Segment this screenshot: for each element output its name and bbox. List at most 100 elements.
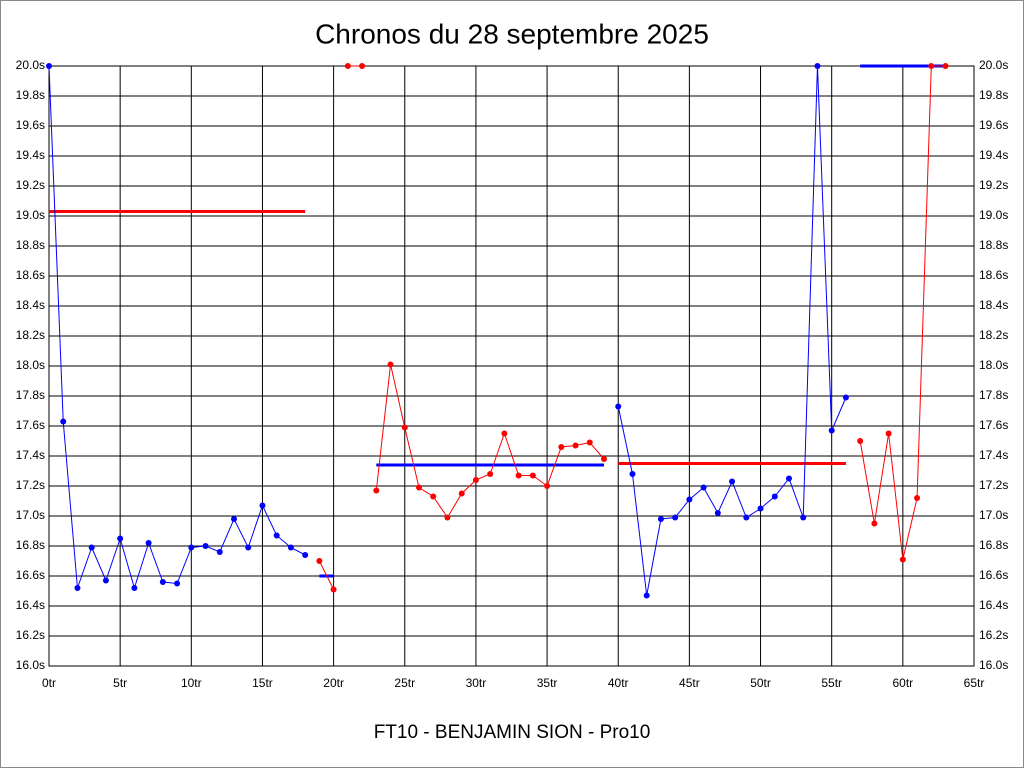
y-tick-label: 18.4s — [16, 298, 45, 312]
lap-point — [145, 540, 152, 546]
lap-point — [344, 63, 351, 69]
chart-title: Chronos du 28 septembre 2025 — [315, 18, 709, 49]
lap-point — [828, 427, 835, 434]
lap-point — [231, 516, 237, 522]
lap-point — [857, 438, 864, 444]
y-tick-label: 19.8s — [16, 88, 45, 102]
y2-tick-label: 17.8s — [979, 388, 1008, 402]
y-tick-label: 16.4s — [16, 598, 45, 612]
lap-point — [515, 472, 522, 479]
lap-point — [46, 63, 52, 69]
plot-area — [48, 65, 975, 667]
y2-tick-label: 19.6s — [979, 118, 1008, 132]
y-tick-label: 19.4s — [16, 148, 45, 162]
lap-point — [359, 63, 366, 69]
y-tick-label: 16.2s — [16, 628, 45, 642]
y-tick-label: 19.0s — [16, 208, 45, 222]
y-tick-label: 16.0s — [16, 658, 45, 672]
lap-point — [572, 442, 579, 449]
y-tick-label: 17.0s — [16, 508, 45, 522]
y-tick-label: 16.6s — [16, 568, 45, 582]
y-tick-label: 19.6s — [16, 118, 45, 132]
y2-tick-label: 18.6s — [979, 268, 1008, 282]
y2-tick-label: 16.4s — [979, 598, 1008, 612]
y2-tick-label: 19.4s — [979, 148, 1008, 162]
lap-point — [88, 544, 95, 551]
x-tick-label: 35tr — [537, 676, 558, 690]
x-tick-label: 0tr — [42, 676, 56, 690]
lap-point — [942, 63, 949, 69]
x-tick-label: 40tr — [608, 676, 629, 690]
x-tick-label: 65tr — [964, 676, 985, 690]
lap-point — [102, 577, 109, 584]
lap-point — [928, 63, 935, 69]
lap-point — [74, 585, 81, 591]
x-tick-label: 30tr — [466, 676, 487, 690]
lap-point — [757, 505, 764, 512]
y-tick-label: 18.8s — [16, 238, 45, 252]
lap-point — [601, 456, 607, 462]
x-tick-label: 55tr — [821, 676, 842, 690]
x-tick-label: 60tr — [893, 676, 914, 690]
lap-point — [672, 514, 679, 521]
y2-tick-label: 16.0s — [979, 658, 1008, 672]
lap-point — [615, 403, 622, 410]
x-tick-label: 5tr — [113, 676, 127, 690]
lap-point — [287, 544, 294, 551]
lap-point — [131, 585, 138, 591]
lap-point — [629, 471, 636, 477]
y-tick-label: 17.6s — [16, 418, 45, 432]
y-tick-label: 17.8s — [16, 388, 45, 402]
lap-point — [487, 471, 494, 477]
y2-tick-label: 19.8s — [979, 88, 1008, 102]
y2-tick-label: 19.2s — [979, 178, 1008, 192]
x-tick-label: 45tr — [679, 676, 700, 690]
x-tick-label: 10tr — [181, 676, 202, 690]
lap-point — [729, 478, 736, 485]
lap-point — [458, 490, 465, 497]
lap-point — [174, 580, 181, 587]
lap-point — [885, 430, 892, 437]
y2-tick-label: 20.0s — [979, 58, 1008, 72]
lap-point — [117, 535, 124, 542]
lap-point — [159, 579, 166, 585]
lap-point — [586, 439, 593, 446]
lap-point — [899, 556, 906, 563]
lap-point — [387, 361, 394, 368]
lap-point — [714, 510, 721, 516]
x-tick-label: 25tr — [394, 676, 415, 690]
lap-point — [501, 430, 508, 437]
x-tick-label: 50tr — [750, 676, 771, 690]
y-tick-label: 16.8s — [16, 538, 45, 552]
lap-point — [700, 484, 707, 491]
y-tick-label: 18.6s — [16, 268, 45, 282]
lap-point — [914, 495, 921, 501]
lap-point — [786, 475, 792, 482]
lap-point — [544, 483, 551, 489]
series-line — [318, 560, 335, 590]
y2-tick-label: 18.2s — [979, 328, 1008, 342]
lap-point — [245, 544, 252, 551]
y-tick-label: 19.2s — [16, 178, 45, 192]
lap-point — [401, 424, 408, 431]
y2-tick-label: 16.6s — [979, 568, 1008, 582]
lap-point — [814, 63, 821, 69]
chart-footer: FT10 - BENJAMIN SION - Pro10 — [374, 722, 651, 743]
y2-tick-label: 18.8s — [979, 238, 1008, 252]
lap-point — [259, 502, 266, 509]
lap-point — [444, 514, 451, 521]
y2-tick-label: 17.4s — [979, 448, 1008, 462]
lap-point — [273, 532, 280, 539]
lap-point — [60, 418, 67, 425]
y2-tick-label: 16.2s — [979, 628, 1008, 642]
lap-point — [871, 520, 878, 527]
lap-point — [558, 444, 565, 450]
y2-tick-label: 17.2s — [979, 478, 1008, 492]
lap-point — [302, 552, 309, 558]
lap-point — [472, 477, 479, 483]
lap-point — [430, 493, 437, 500]
lap-point — [743, 514, 750, 521]
lap-point — [686, 496, 693, 503]
